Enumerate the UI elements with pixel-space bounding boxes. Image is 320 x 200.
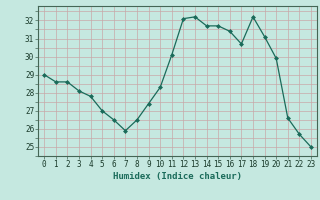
X-axis label: Humidex (Indice chaleur): Humidex (Indice chaleur) (113, 172, 242, 181)
